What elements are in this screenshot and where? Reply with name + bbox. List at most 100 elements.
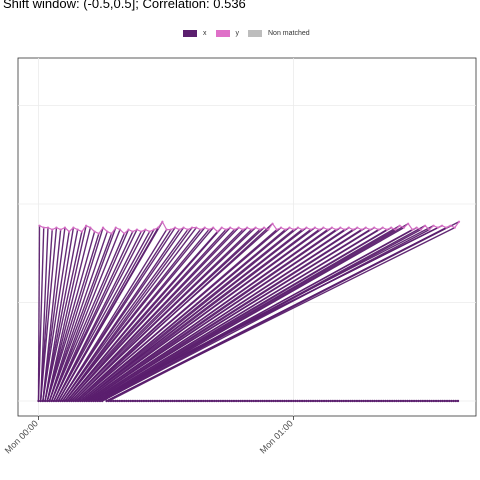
series-x-point (230, 399, 233, 403)
series-y-point (453, 226, 456, 229)
series-y-point (343, 228, 346, 231)
series-y-point (424, 224, 427, 227)
series-y-point (80, 230, 83, 233)
series-y-point (216, 230, 219, 233)
match-line (97, 225, 401, 402)
match-line (42, 231, 70, 402)
match-line (101, 228, 430, 402)
series-y-point (313, 226, 317, 229)
series-x-point (252, 399, 255, 403)
series-x-point (65, 399, 69, 403)
series-x-point (274, 399, 277, 403)
series-y-point (262, 226, 266, 229)
series-x-point (127, 399, 130, 403)
series-x-point (120, 399, 124, 403)
match-line (77, 227, 282, 402)
series-x-point (239, 399, 242, 403)
series-x-point (85, 399, 89, 403)
series-x-point (122, 399, 126, 403)
series-x-point (283, 399, 286, 403)
match-line (62, 227, 185, 402)
series-x-point (250, 399, 253, 403)
series-x-point (281, 399, 284, 403)
match-line (37, 225, 41, 402)
series-x-point (204, 399, 207, 403)
match-line (77, 223, 274, 402)
series-x-point (421, 399, 425, 403)
series-x-point (153, 399, 157, 403)
series-x-point (285, 399, 288, 403)
series-x-point (430, 399, 433, 403)
series-y-point (186, 228, 189, 231)
match-line (73, 227, 257, 402)
match-line (48, 233, 113, 402)
series-y-point (106, 230, 109, 233)
series-x-point (202, 399, 205, 403)
series-y-point (305, 226, 308, 229)
series-y-point (309, 228, 312, 231)
series-y-point (445, 226, 448, 229)
series-y-point (275, 228, 278, 231)
series-y-point (351, 228, 355, 231)
series-y-point (157, 226, 160, 229)
series-x-point (443, 399, 447, 403)
series-x-point (267, 399, 271, 403)
series-y-point (131, 230, 134, 233)
series-y-point (199, 228, 202, 231)
series-x-point (129, 399, 132, 403)
series-x-point (50, 399, 53, 403)
series-y-point (241, 228, 244, 231)
series-x-point (406, 399, 409, 403)
match-line (73, 227, 248, 402)
series-y-point (415, 226, 418, 229)
series-x-point (445, 399, 449, 403)
series-x-point (309, 399, 313, 403)
series-y-point (118, 228, 122, 231)
x-tick-label: Mon 01:00 (258, 418, 295, 455)
series-x-point (287, 399, 291, 403)
series-x-point (366, 399, 370, 403)
series-x-point (223, 399, 227, 403)
series-y-point (377, 228, 380, 231)
series-y-point (59, 228, 62, 231)
legend-label-y: y (235, 29, 240, 37)
series-x-point (390, 399, 394, 403)
series-x-point (74, 399, 78, 403)
series-x-point (314, 399, 317, 403)
series-y-point (419, 228, 422, 231)
series-y-point (368, 228, 372, 231)
series-x-point (384, 399, 387, 403)
series-x-point (136, 399, 139, 403)
series-x-point (336, 399, 339, 403)
series-y-point (271, 222, 274, 225)
legend-item-x: x (183, 29, 207, 37)
series-x-point (61, 399, 64, 403)
series-x-point (355, 399, 359, 403)
match-line (70, 227, 240, 402)
series-x-point (373, 399, 376, 403)
match-line (37, 227, 45, 402)
series-y-point (101, 226, 105, 229)
series-y-point (63, 226, 67, 229)
series-x-point (377, 399, 381, 403)
match-line (44, 231, 83, 402)
series-y-point (258, 228, 261, 231)
series-x-point (39, 399, 42, 403)
series-x-point (397, 399, 400, 403)
series-x-point (193, 399, 196, 403)
series-y-point (432, 224, 435, 227)
series-x-point (125, 399, 128, 403)
legend-item-y: y (215, 29, 240, 37)
series-y-point (190, 226, 194, 229)
series-x-point (171, 399, 174, 403)
match-line (93, 227, 375, 402)
match-line (46, 225, 87, 402)
series-x-point (180, 399, 183, 403)
series-y-point (169, 228, 172, 231)
series-x-point (331, 399, 335, 403)
series-x-point (353, 399, 356, 403)
series-x-point (368, 399, 372, 403)
series-x-point (325, 399, 328, 403)
series-y-point (97, 232, 100, 235)
